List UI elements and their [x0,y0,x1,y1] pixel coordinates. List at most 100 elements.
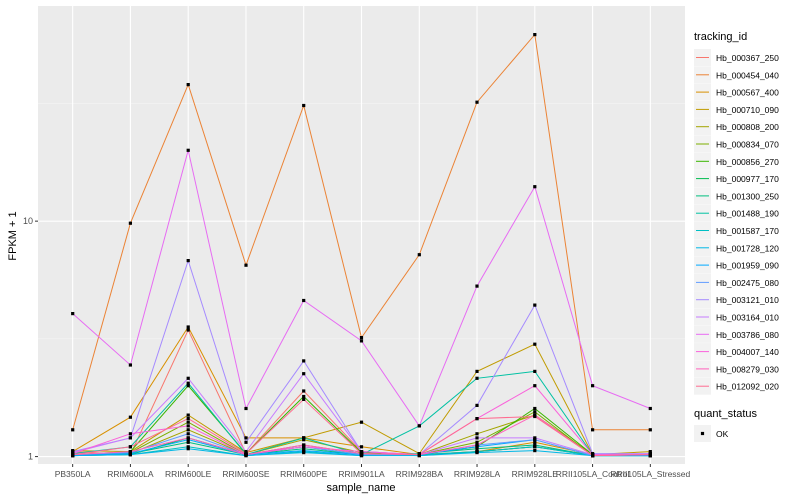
legend-label: Hb_000567_400 [716,88,779,98]
legend-label: Hb_003786_080 [716,330,779,340]
data-point [475,445,479,449]
data-point [475,451,479,455]
x-tick-label: RRII105LA_Stressed [610,469,690,479]
data-point [648,453,652,457]
data-point [244,406,248,411]
data-point [302,394,306,399]
legend-point [700,431,705,436]
data-point [186,438,190,442]
legend-label: Hb_003164_010 [716,313,779,323]
data-point [244,436,248,440]
data-point [186,436,190,440]
data-point [648,450,652,454]
legend-label: Hb_000454_040 [716,70,779,80]
data-point [186,325,190,329]
data-point [417,253,421,257]
x-tick-label: RRIM928BA [396,469,444,479]
data-point [186,384,190,388]
data-point [475,417,479,421]
data-point [302,451,306,455]
data-point [591,428,595,432]
legend-label: Hb_012092_020 [716,382,779,392]
data-point [302,449,306,453]
data-point [71,453,75,457]
data-point [302,443,306,447]
legend-label: Hb_001959_090 [716,261,779,271]
data-point [475,369,479,373]
data-point [533,414,537,419]
data-point [475,284,479,288]
data-point [533,369,537,373]
data-point [186,445,190,449]
data-point [591,384,595,388]
data-point [475,440,479,444]
x-tick-label: RRIM600LA [107,469,154,479]
y-axis: 1 10 [23,216,38,462]
data-point [533,445,537,449]
data-point [648,406,652,411]
data-point [186,440,190,444]
data-point [186,381,190,385]
y-axis-title: FPKM + 1 [7,211,19,260]
data-point [417,424,421,428]
data-point [302,438,306,442]
legend-label: Hb_000808_200 [716,122,779,132]
data-point [359,450,364,454]
legend-label: Hb_001300_250 [716,191,779,201]
legend-label: Hb_003121_010 [716,295,779,305]
data-point [128,436,132,440]
data-point [128,445,132,449]
data-point [302,445,306,449]
data-point [475,432,479,436]
data-point [186,417,190,421]
data-point [533,33,537,37]
data-point [128,221,132,225]
legend-label: Hb_000367_250 [716,53,779,63]
data-point [186,447,190,451]
legend-shape-title: quant_status [694,408,757,420]
data-point [302,103,306,108]
data-point [186,83,190,87]
data-point [186,259,190,263]
x-tick-label: RRIM928LE [512,469,559,479]
data-point [475,376,479,380]
legend-label: Hb_004007_140 [716,347,779,357]
x-axis: PB350LA RRIM600LA RRIM600LE RRIM600SE RRIM60… [55,464,691,479]
data-point [186,428,190,432]
data-point [533,438,537,442]
data-point [71,428,75,432]
data-point [475,443,479,447]
data-point [302,447,306,451]
y-tick-label: 10 [23,216,33,226]
data-point [128,363,132,367]
data-point [186,424,190,428]
data-point [533,449,537,453]
data-point [302,298,306,303]
data-point [359,445,364,449]
data-point [359,339,364,343]
data-point [417,453,421,457]
data-point [533,436,537,440]
data-point [475,447,479,451]
data-point [475,436,479,440]
data-point [186,420,190,424]
data-point [359,452,364,456]
data-point [533,384,537,388]
series-points [71,33,652,458]
data-point [71,312,75,316]
data-point [475,403,479,407]
x-tick-label: RRIM600SE [222,469,270,479]
data-point [533,410,537,414]
legend-label: Hb_001488_190 [716,209,779,219]
data-point [244,263,248,267]
legend-label: Hb_000710_090 [716,105,779,115]
y-tick-label: 1 [28,452,33,462]
legend-title: tracking_id [694,31,747,43]
legend-label: Hb_000977_170 [716,174,779,184]
legend-label: OK [716,429,729,439]
data-point [186,376,190,380]
data-point [533,185,537,189]
data-point [533,440,537,444]
legend-label: Hb_000834_070 [716,140,779,150]
